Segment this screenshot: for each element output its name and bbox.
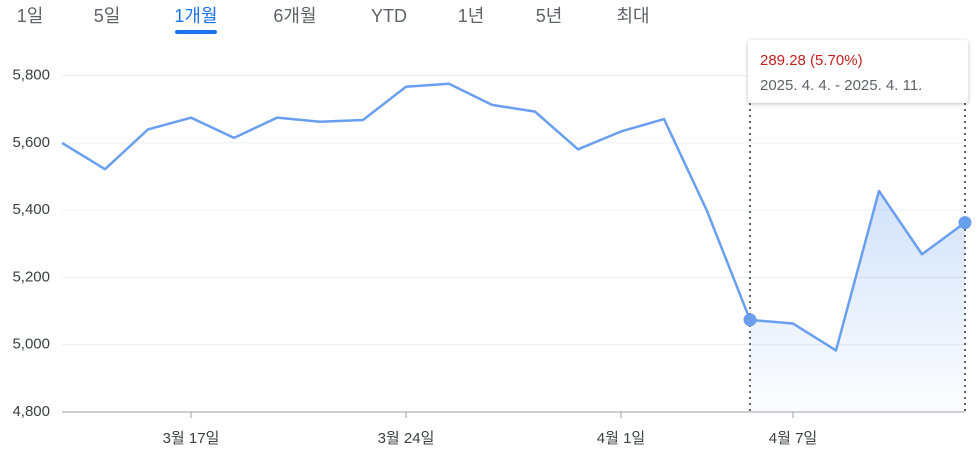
tooltip-range: 2025. 4. 4. - 2025. 4. 11. [760,77,922,94]
tabs: 1일 5일 1개월 6개월 YTD 1년 5년 최대 [17,6,650,34]
y-tick-label: 5,000 [12,336,50,353]
tab[interactable]: 최대 [616,6,649,26]
tab[interactable]: 5년 [536,6,563,26]
y-tick-label: 5,200 [12,268,50,285]
plot: 4,800 5,000 5,200 5,400 5,600 5,800 3월 17일 3월 2… [12,67,972,447]
y-tick-label: 4,800 [12,403,50,420]
line [61,82,966,352]
tab[interactable]: 1년 [458,6,485,26]
selection-dot [743,313,757,327]
tooltip-change: 289.28 (5.70%) [760,52,863,69]
tab[interactable]: 1개월 [174,6,217,26]
tab-underline [175,30,217,34]
y-tick-label: 5,600 [12,134,50,151]
tab[interactable]: 5일 [94,6,121,26]
x-tick-label: 4월 7일 [769,430,817,447]
selection-dot [958,216,972,230]
x-tick-label: 4월 1일 [597,430,645,447]
tooltip-box [748,40,968,103]
tooltip: 289.28 (5.70%) 2025. 4. 4. - 2025. 4. 11… [748,40,968,103]
x-tick-label: 3월 17일 [163,430,220,447]
tab[interactable]: 6개월 [273,6,316,26]
tab[interactable]: YTD [371,6,407,26]
selection-area [750,191,965,412]
x-tick-label: 3월 24일 [378,430,435,447]
y-tick-label: 5,400 [12,201,50,218]
y-tick-label: 5,800 [12,67,50,84]
tab[interactable]: 1일 [17,6,44,26]
